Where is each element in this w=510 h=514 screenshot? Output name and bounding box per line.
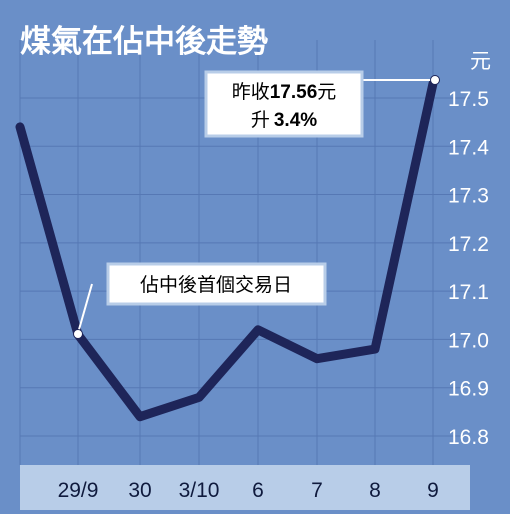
annotation-box-latest	[204, 70, 364, 138]
annotation-marker-latest	[430, 75, 440, 85]
chart-title: 煤氣在佔中後走勢	[20, 24, 268, 59]
data-point	[19, 125, 21, 128]
y-tick-label: 17.1	[448, 281, 489, 304]
x-tick-label: 8	[369, 479, 381, 502]
annotation-latest-line1: 昨收17.56元	[232, 81, 337, 103]
data-point	[139, 415, 141, 418]
y-tick-label: 17.3	[448, 185, 489, 208]
annotation-box-first-day	[106, 262, 327, 306]
annotation-close-unit: 元	[317, 82, 336, 103]
y-tick-label: 16.9	[448, 378, 489, 401]
x-tick-label: 29/9	[58, 479, 99, 502]
y-tick-label: 17.0	[448, 329, 489, 352]
price-line	[15, 79, 438, 422]
data-point	[198, 396, 200, 399]
x-tick-label: 3/10	[179, 479, 220, 502]
x-axis-band	[20, 465, 470, 510]
y-tick-label: 17.5	[448, 88, 489, 111]
y-tick-label: 17.4	[448, 136, 489, 159]
y-axis-ticks: 16.8 16.9 17.0 17.1 17.2 17.3 17.4 17.5	[448, 88, 489, 449]
annotation-rise-value: 3.4%	[274, 110, 317, 131]
annotation-close-value: 17.56	[270, 82, 318, 103]
unit-label: 元	[470, 50, 491, 73]
annotation-rise-label: 升	[251, 109, 270, 131]
annotation-latest-line2: 升 3.4%	[251, 109, 317, 131]
annotation-close-label: 昨收	[232, 81, 270, 103]
data-point	[316, 357, 318, 360]
x-tick-label: 6	[252, 479, 264, 502]
annotation-marker-first-day	[73, 329, 83, 339]
data-point	[257, 328, 259, 331]
x-tick-label: 7	[311, 479, 323, 502]
y-tick-label: 16.8	[448, 426, 489, 449]
annotation-first-day: 佔中後首個交易日	[140, 274, 292, 296]
x-tick-label: 30	[128, 479, 151, 502]
data-point	[374, 348, 376, 351]
y-tick-label: 17.2	[448, 233, 489, 256]
x-tick-label: 9	[427, 479, 439, 502]
annotation-leader-first-day	[77, 283, 93, 334]
x-axis-ticks: 29/9 30 3/10 6 7 8 9	[58, 479, 439, 502]
